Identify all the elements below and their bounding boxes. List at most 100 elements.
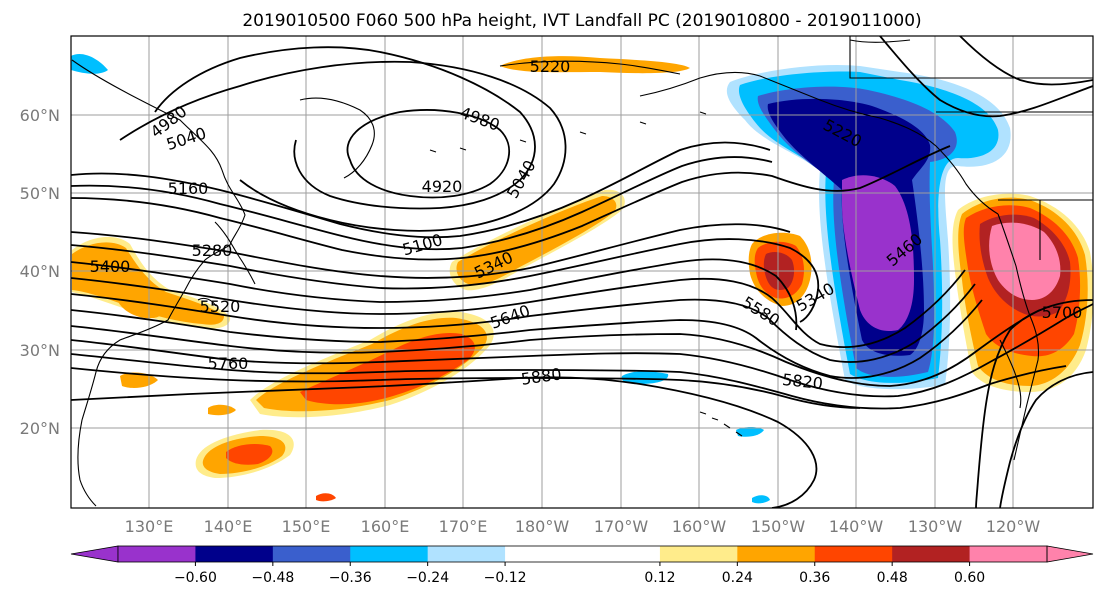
contour-5580 [71,299,983,379]
coastlines [71,36,1093,507]
contour-5100 [71,141,771,239]
contour-4920-low [346,109,510,199]
positive-anomaly-band-red [300,332,475,405]
map-frame [70,35,1094,509]
contour-label: 5220 [530,57,571,76]
lon-label: 170°W [594,517,649,536]
positive-anomaly-asia-orange [72,242,224,325]
contour-label: 5160 [168,179,209,198]
lon-label: 150°W [751,517,806,536]
colorbar-box [195,546,274,562]
height-contours [71,36,1093,508]
colorbar-box [892,546,970,562]
graticule [71,36,1093,508]
contour-label: 5760 [208,354,249,373]
contour-north-east-2 [959,36,1093,86]
colorbar-tick-label: 0.60 [954,570,985,586]
colorbar-box [814,546,893,562]
map-area: 4980 5040 5160 5280 5400 5520 5760 4920 … [71,36,1093,508]
lon-label: 170°E [439,517,488,536]
colorbar-box [582,546,661,562]
colorbar-tick-label: 0.36 [799,570,830,586]
colorbar-box [737,546,816,562]
colorbar-box [505,546,583,562]
contour-5640 [71,309,1041,387]
lon-label: 130°W [908,517,963,536]
positive-anomaly-tongue-orange [456,196,617,286]
colorbar-tick-label: 0.48 [877,570,908,586]
negative-anomaly-subtropic [736,427,764,437]
lat-label: 50°N [20,184,60,203]
lon-label: 160°E [361,517,410,536]
lat-label: 30°N [20,341,60,360]
positive-anomaly-small-2 [208,404,236,416]
colorbar-tick-label: −0.24 [406,570,449,586]
coast-bering-islands [499,60,681,75]
colorbar-tick-label: −0.60 [174,570,217,586]
lon-label: 120°W [986,517,1041,536]
contour-5760 [71,353,1067,410]
contour-5700-east [975,299,1093,508]
colorbar-tick-label: −0.48 [251,570,294,586]
colorbar-box [969,546,1048,562]
colorbar-boxes [118,546,1048,562]
positive-anomaly-bering [500,56,690,74]
contour-label: 5820 [781,370,823,393]
contour-label: 5520 [200,297,241,316]
contour-5280 [71,223,791,279]
colorbar-tick-label: −0.12 [484,570,527,586]
colorbar-box [659,546,738,562]
contour-5880 [71,376,818,508]
colorbar-extend-min [70,545,119,563]
colorbar-tick-label: 0.12 [644,570,675,586]
coast-alaska [639,71,999,215]
contour-5160 [71,156,773,251]
lat-label: 20°N [20,419,60,438]
contour-label: 5280 [192,241,233,260]
colorbar-tick-label: −0.36 [329,570,372,586]
coast-hawaii [699,411,743,437]
lon-label: 150°E [282,517,331,536]
negative-anomaly-purple [842,175,914,332]
coast-us-border [998,199,1093,260]
positive-anomaly-small-3 [316,493,336,502]
contour-north-east [879,36,1093,118]
lon-label: 130°E [125,517,174,536]
contour-5460 [71,269,966,348]
positive-anomaly-south-red [226,444,273,465]
longitude-labels: 130°E 140°E 150°E 160°E 170°E 180°W 170°… [125,517,1041,536]
contour-label: 5400 [90,257,131,276]
lon-label: 140°E [204,517,253,536]
lat-label: 60°N [20,106,60,125]
contour-label: 5700 [1042,303,1083,322]
colorbar-extend-max [1046,545,1094,563]
lon-label: 160°W [672,517,727,536]
contour-5520 [71,283,976,363]
colorbar-box [118,546,196,562]
negative-anomaly-small [752,495,770,504]
figure-title: 2019010500 F060 500 hPa height, IVT Land… [242,11,921,31]
lon-label: 140°W [829,517,884,536]
negative-anomaly-hawaii [621,371,669,384]
colorbar-tick-label: 0.24 [722,570,753,586]
contour-4980 [154,46,536,210]
contour-5400 [71,258,798,331]
contour-label: 4920 [422,177,463,196]
lat-label: 40°N [20,262,60,281]
colorbar-box [350,546,429,562]
latitude-labels: 60°N 50°N 40°N 30°N 20°N [20,106,60,438]
positive-anomaly-pink [989,222,1061,300]
coast-kamchatka [299,97,375,179]
coast-north-america-west [997,213,1040,461]
coast-ne-canada [849,36,1093,113]
contour-5340 [71,238,820,323]
colorbar-box [427,546,506,562]
lon-label: 180°W [515,517,570,536]
negative-anomaly-nw-corner [71,53,108,74]
contour-5820-east [999,371,1093,508]
colorbar: −0.60 −0.48 −0.36 −0.24 −0.12 0.12 0.24 0.36 0.4… [70,545,1094,586]
colorbar-box [272,546,351,562]
coast-japan [197,221,256,307]
contour-5220 [71,145,951,261]
